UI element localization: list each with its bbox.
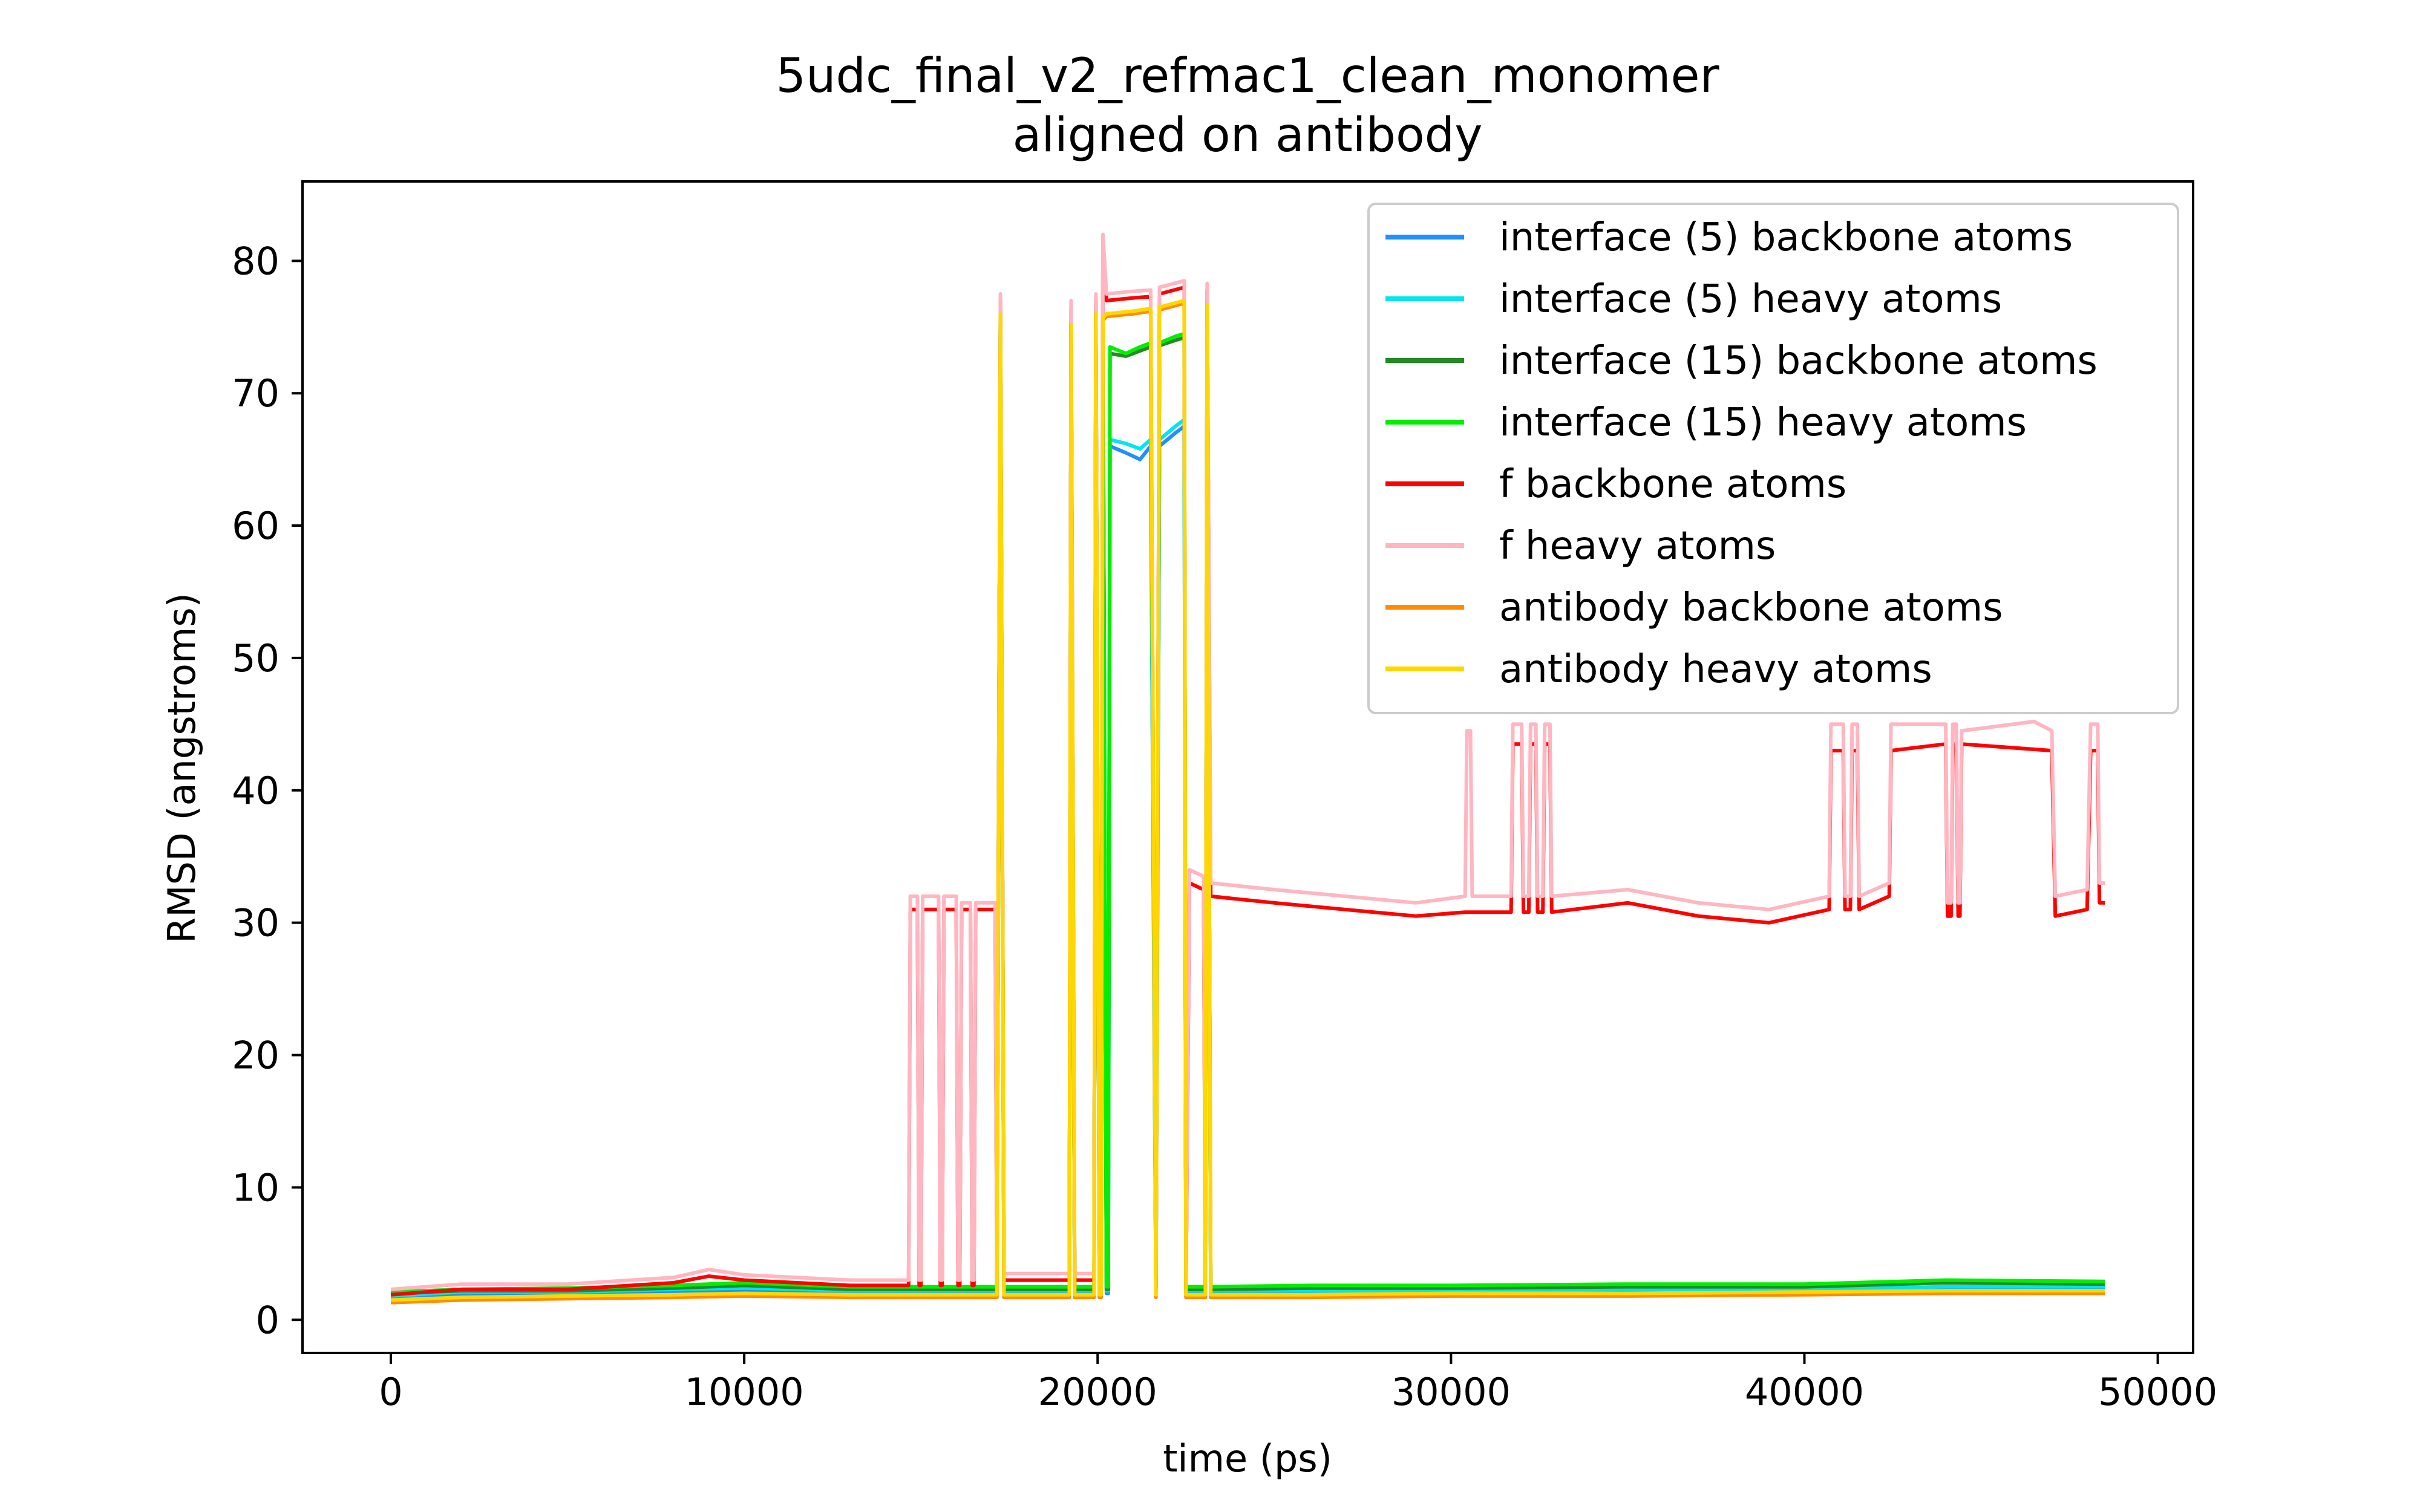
legend-items: interface (5) backbone atoms interface (5… — [1385, 215, 2098, 692]
legend: interface (5) backbone atoms interface (5… — [1367, 203, 2179, 714]
tick-layer: 0 10000 20000 30000 40000 50000 0 10 20 30 40 50 60 7… — [232, 239, 2217, 1414]
series-layer — [390, 232, 2105, 1305]
x-tick-label: 0 — [379, 1370, 402, 1414]
series-line-8 — [390, 299, 2105, 1302]
legend-label: antibody heavy atoms — [1499, 647, 1932, 692]
x-tick-label: 50000 — [2098, 1370, 2217, 1414]
legend-label: f backbone atoms — [1499, 462, 1846, 507]
legend-label: interface (5) heavy atoms — [1499, 277, 2002, 322]
legend-label: f heavy atoms — [1499, 524, 1776, 569]
chart-title: 5udc_final_v2_refmac1_clean_monomer — [776, 49, 1719, 103]
y-tick-label: 70 — [232, 371, 280, 415]
y-axis-label: RMSD (angstroms) — [160, 593, 204, 943]
y-tick-label: 10 — [232, 1165, 280, 1210]
x-tick-label: 10000 — [685, 1370, 804, 1414]
x-tick-label: 40000 — [1745, 1370, 1864, 1414]
x-tick-label: 20000 — [1038, 1370, 1157, 1414]
chart-subtitle: aligned on antibody — [1013, 108, 1483, 163]
y-tick-label: 60 — [232, 504, 280, 548]
y-tick-label: 20 — [232, 1034, 280, 1078]
y-tick-label: 30 — [232, 901, 280, 945]
y-tick-label: 40 — [232, 769, 280, 813]
x-tick-label: 30000 — [1392, 1370, 1511, 1414]
y-tick-label: 50 — [232, 636, 280, 680]
plot-area-frame — [301, 180, 2194, 1354]
legend-label: antibody backbone atoms — [1499, 585, 2003, 630]
legend-box — [1367, 203, 2179, 714]
legend-label: interface (15) heavy atoms — [1499, 400, 2027, 445]
y-tick-label: 80 — [232, 239, 280, 283]
y-tick-label: 0 — [256, 1298, 280, 1342]
legend-label: interface (5) backbone atoms — [1499, 215, 2073, 260]
x-axis-label: time (ps) — [1163, 1436, 1332, 1481]
legend-label: interface (15) backbone atoms — [1499, 339, 2098, 383]
